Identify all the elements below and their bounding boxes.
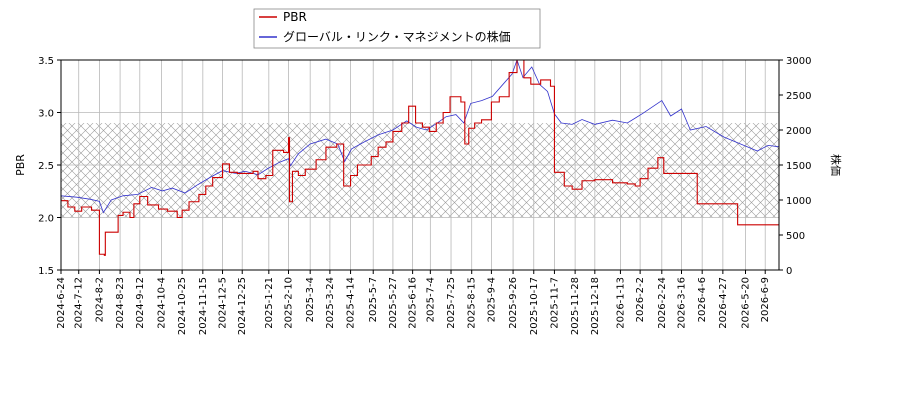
x-tick-label: 2025-7-4 — [425, 277, 436, 322]
x-tick-label: 2024-11-15 — [198, 277, 209, 335]
legend-label-pbr: PBR — [283, 10, 307, 24]
x-tick-label: 2025-7-25 — [446, 277, 457, 329]
x-tick-label: 2025-9-4 — [486, 277, 497, 322]
y-left-tick-label: 3.5 — [38, 56, 54, 67]
y-right-tick-label: 500 — [786, 231, 805, 242]
x-tick-label: 2026-6-9 — [760, 277, 771, 322]
x-tick-label: 2025-4-14 — [346, 277, 357, 329]
x-tick-label: 2024-10-4 — [156, 277, 167, 329]
x-tick-label: 2026-5-20 — [741, 277, 752, 329]
legend-box — [253, 8, 541, 49]
y-left-axis-title: PBR — [14, 154, 27, 176]
y-right-tick-label: 3000 — [786, 56, 811, 67]
x-tick-label: 2025-11-7 — [549, 277, 560, 329]
x-tick-label: 2025-5-7 — [368, 277, 379, 322]
series-line-price — [61, 60, 779, 214]
x-tick-label: 2024-12-5 — [218, 277, 229, 329]
y-left-tick-label: 1.5 — [38, 266, 54, 277]
y-left-tick-label: 3.0 — [38, 109, 54, 120]
y-left-axis: 1.5 2.0 2.5 3.0 3.5 — [38, 56, 61, 277]
x-tick-label: 2024-10-25 — [177, 277, 188, 335]
y-left-tick-label: 2.0 — [38, 214, 54, 225]
x-tick-label: 2025-3-24 — [325, 277, 336, 329]
x-tick-label: 2025-8-15 — [467, 277, 478, 329]
y-left-tick-label: 2.5 — [38, 161, 54, 172]
x-tick-label: 2024-6-24 — [56, 277, 67, 329]
x-tick-label: 2024-8-2 — [94, 277, 105, 322]
x-tick-label: 2024-7-12 — [74, 277, 85, 329]
y-right-tick-label: 0 — [786, 266, 792, 277]
x-tick-label: 2025-12-18 — [590, 277, 601, 335]
y-right-tick-label: 1000 — [786, 196, 811, 207]
y-right-tick-label: 2500 — [786, 91, 811, 102]
x-axis: 2024-6-24 2024-7-12 2024-8-2 2024-8-23 2024-… — [56, 270, 771, 335]
hatched-band — [61, 123, 779, 218]
x-tick-label: 2025-9-26 — [508, 277, 519, 329]
x-tick-label: 2025-3-4 — [305, 277, 316, 322]
x-tick-label: 2024-12-25 — [237, 277, 248, 335]
x-tick-label: 2025-11-28 — [570, 277, 581, 335]
x-tick-label: 2025-6-16 — [408, 277, 419, 329]
legend: PBR グローバル・リンク・マネジメントの株価 — [253, 8, 541, 49]
x-tick-label: 2025-5-27 — [388, 277, 399, 329]
x-tick-label: 2026-1-13 — [615, 277, 626, 329]
x-tick-label: 2025-10-17 — [529, 277, 540, 335]
y-right-tick-label: 2000 — [786, 126, 811, 137]
series-line-pbr — [61, 60, 779, 256]
legend-label-price: グローバル・リンク・マネジメントの株価 — [283, 29, 511, 44]
x-tick-label: 2026-2-24 — [657, 277, 668, 329]
x-tick-label: 2026-3-16 — [676, 277, 687, 329]
y-right-axis: 0 500 1000 1500 2000 2500 3000 — [779, 56, 811, 277]
x-tick-label: 2024-9-12 — [135, 277, 146, 329]
x-tick-label: 2026-2-2 — [635, 277, 646, 322]
x-tick-label: 2025-1-21 — [264, 277, 275, 329]
grid — [60, 59, 779, 271]
x-tick-label: 2025-2-10 — [284, 277, 295, 329]
y-right-axis-title: 株価 — [829, 154, 843, 176]
x-tick-label: 2024-8-23 — [115, 277, 126, 329]
y-right-tick-label: 1500 — [786, 161, 811, 172]
x-tick-label: 2026-4-27 — [718, 277, 729, 329]
x-tick-label: 2026-4-6 — [697, 277, 708, 322]
